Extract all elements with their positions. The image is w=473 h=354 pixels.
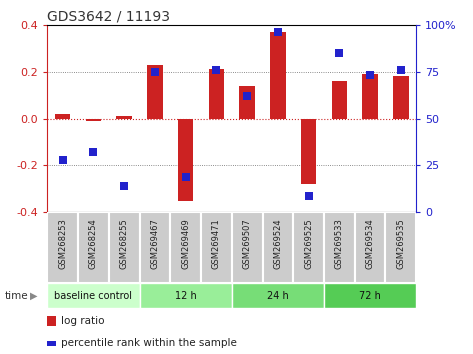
- Text: GSM269524: GSM269524: [273, 218, 282, 269]
- Text: GSM269535: GSM269535: [396, 218, 405, 269]
- Text: GSM269525: GSM269525: [304, 218, 313, 269]
- Point: [59, 157, 66, 163]
- Text: 24 h: 24 h: [267, 291, 289, 301]
- Text: GSM268255: GSM268255: [120, 218, 129, 269]
- Text: baseline control: baseline control: [54, 291, 132, 301]
- Bar: [270, 32, 286, 119]
- Point: [213, 67, 220, 73]
- Bar: [78, 212, 109, 283]
- Bar: [232, 212, 263, 283]
- Text: GSM268253: GSM268253: [58, 218, 67, 269]
- Bar: [232, 283, 324, 308]
- Point: [336, 50, 343, 56]
- Point: [243, 93, 251, 99]
- Point: [90, 149, 97, 155]
- Bar: [47, 212, 78, 283]
- Point: [120, 183, 128, 189]
- Text: 12 h: 12 h: [175, 291, 196, 301]
- Bar: [332, 81, 347, 119]
- Bar: [140, 212, 170, 283]
- Bar: [140, 283, 232, 308]
- Bar: [263, 212, 293, 283]
- Text: log ratio: log ratio: [61, 316, 104, 326]
- Bar: [170, 212, 201, 283]
- Text: GSM269471: GSM269471: [212, 218, 221, 269]
- Bar: [293, 212, 324, 283]
- Text: 72 h: 72 h: [359, 291, 381, 301]
- Bar: [47, 283, 140, 308]
- Text: ▶: ▶: [30, 291, 38, 301]
- Text: GSM269469: GSM269469: [181, 218, 190, 269]
- Text: GSM269507: GSM269507: [243, 218, 252, 269]
- Bar: [209, 69, 224, 119]
- Text: GSM269467: GSM269467: [150, 218, 159, 269]
- Point: [274, 29, 282, 35]
- Bar: [201, 212, 232, 283]
- Bar: [109, 212, 140, 283]
- Bar: [147, 65, 163, 119]
- Bar: [86, 119, 101, 121]
- Text: percentile rank within the sample: percentile rank within the sample: [61, 338, 236, 348]
- Bar: [239, 86, 255, 119]
- Bar: [362, 74, 378, 119]
- Bar: [55, 114, 70, 119]
- Text: GSM269533: GSM269533: [335, 218, 344, 269]
- Bar: [116, 116, 132, 119]
- Point: [397, 67, 405, 73]
- Bar: [178, 119, 193, 201]
- Bar: [301, 119, 316, 184]
- Text: GSM268254: GSM268254: [89, 218, 98, 269]
- Text: GSM269534: GSM269534: [366, 218, 375, 269]
- Bar: [393, 76, 409, 119]
- Text: time: time: [5, 291, 28, 301]
- Point: [305, 193, 312, 198]
- Bar: [385, 212, 416, 283]
- Text: GDS3642 / 11193: GDS3642 / 11193: [47, 10, 170, 24]
- Point: [182, 174, 189, 179]
- Bar: [355, 212, 385, 283]
- Point: [151, 69, 159, 74]
- Bar: [324, 212, 355, 283]
- Point: [366, 73, 374, 78]
- Bar: [324, 283, 416, 308]
